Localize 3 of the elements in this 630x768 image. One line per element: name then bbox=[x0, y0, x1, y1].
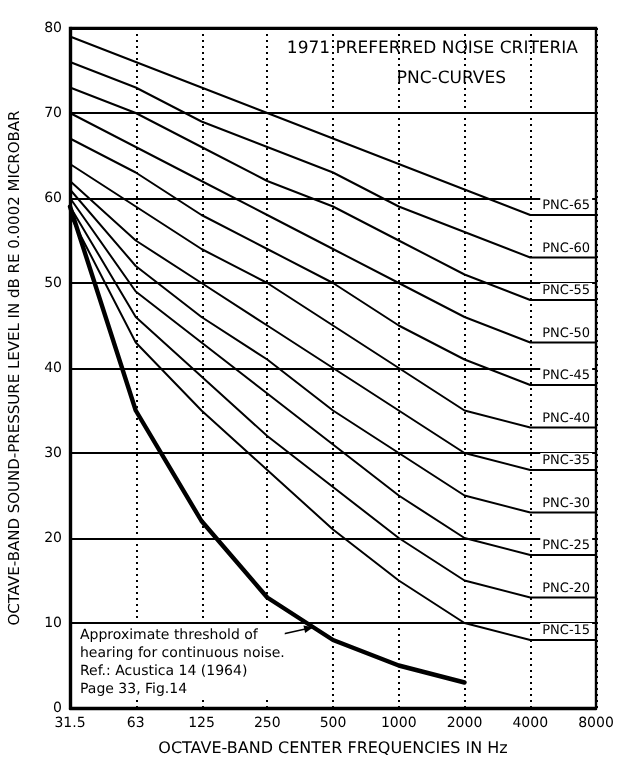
text: 1971 PREFERRED NOISE CRITERIA bbox=[286, 39, 579, 59]
x-axis-title: OCTAVE-BAND CENTER FREQUENCIES IN Hz bbox=[158, 738, 508, 757]
text: PNC-CURVES bbox=[396, 69, 507, 89]
